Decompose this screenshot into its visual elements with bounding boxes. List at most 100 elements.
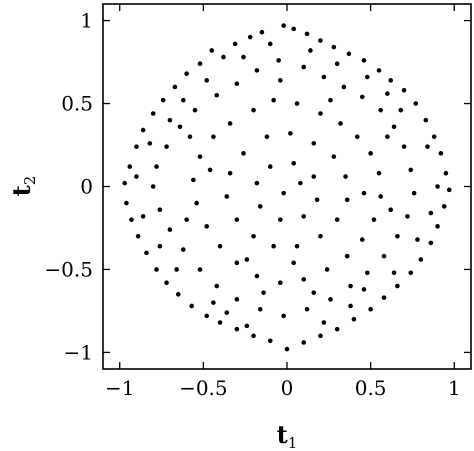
scatter-point — [204, 313, 210, 319]
scatter-point — [391, 124, 397, 130]
scatter-point — [194, 200, 199, 206]
scatter-point — [311, 174, 317, 179]
scatter-point — [177, 124, 183, 130]
scatter-point — [207, 167, 213, 173]
scatter-point — [241, 54, 246, 60]
scatter-point — [281, 23, 286, 28]
scatter-point — [232, 41, 238, 47]
scatter-point — [408, 167, 414, 173]
scatter-point — [385, 91, 390, 96]
scatter-point — [308, 48, 313, 53]
scatter-point — [291, 260, 296, 266]
scatter-point — [346, 51, 352, 57]
scatter-point — [294, 101, 300, 106]
scatter-point — [376, 170, 382, 176]
scatter-point — [378, 194, 383, 199]
scatter-point — [127, 164, 133, 169]
scatter-point — [311, 290, 317, 295]
scatter-point — [140, 214, 146, 219]
scatter-point — [331, 154, 337, 159]
scatter-point — [391, 270, 397, 276]
scatter-point — [288, 131, 293, 136]
scatter-point — [157, 207, 163, 213]
scatter-point — [298, 180, 303, 186]
scatter-point — [435, 224, 440, 229]
scatter-point — [334, 61, 340, 67]
scatter-point — [408, 270, 414, 276]
scatter-point — [418, 257, 424, 262]
scatter-point — [187, 134, 193, 140]
scatter-point — [129, 217, 134, 222]
x-tick-label: −1 — [105, 376, 134, 400]
scatter-point — [318, 333, 323, 339]
scatter-point — [217, 243, 223, 249]
scatter-point — [244, 323, 250, 329]
scatter-point — [395, 283, 400, 289]
scatter-point — [361, 287, 367, 292]
scatter-point — [348, 303, 353, 309]
scatter-point — [144, 250, 149, 256]
scatter-point — [204, 78, 210, 83]
scatter-point — [234, 217, 240, 222]
scatter-point — [276, 58, 281, 63]
scatter-point — [359, 237, 365, 242]
scatter-point — [167, 117, 173, 123]
scatter-point — [254, 180, 260, 186]
scatter-point — [318, 111, 323, 116]
y-tick-label: 0.5 — [61, 92, 93, 116]
x-axis-ticks: −1 −0.5 0 0.5 1 — [105, 4, 461, 400]
y-axis-ticks: 1 0.5 0 −0.5 −1 — [44, 9, 471, 364]
scatter-point — [135, 233, 141, 239]
scatter-point — [343, 174, 348, 179]
scatter-point — [368, 306, 373, 312]
scatter-point — [411, 190, 417, 196]
scatter-point — [321, 74, 327, 80]
scatter-point — [227, 170, 233, 176]
scatter-point — [175, 292, 181, 297]
scatter-point — [359, 94, 365, 100]
scatter-point — [334, 217, 340, 222]
scatter-point — [214, 92, 220, 98]
scatter-point — [278, 217, 283, 222]
y-tick-label: 0 — [80, 175, 93, 199]
y-tick-label: −0.5 — [44, 257, 93, 281]
scatter-point — [413, 101, 419, 106]
x-tick-label: 0 — [281, 376, 294, 400]
scatter-point — [221, 54, 226, 60]
scatter-point — [254, 273, 260, 279]
scatter-point — [234, 297, 240, 302]
scatter-point — [271, 243, 276, 249]
scatter-point — [227, 121, 233, 126]
scatter-point — [224, 310, 230, 315]
scatter-point — [167, 227, 173, 232]
scatter-point — [361, 58, 367, 63]
scatter-point — [284, 346, 290, 352]
scatter-point — [247, 34, 253, 40]
scatter-point — [278, 78, 283, 83]
scatter-point — [423, 117, 429, 123]
scatter-point — [321, 320, 327, 325]
x-tick-label: 1 — [448, 376, 461, 400]
scatter-point — [164, 280, 169, 286]
scatter-point — [134, 174, 139, 179]
scatter-point — [428, 240, 434, 246]
scatter-point — [435, 184, 440, 189]
scatter-point — [192, 107, 198, 113]
scatter-point — [154, 164, 159, 169]
scatter-point — [341, 84, 347, 90]
scatter-point — [261, 290, 266, 295]
scatter-point — [361, 190, 367, 196]
scatter-point — [197, 267, 203, 272]
scatter-point — [154, 267, 159, 272]
scatter-point — [180, 97, 186, 103]
scatter-point — [388, 207, 394, 213]
scatter-point — [291, 26, 296, 32]
scatter-point — [344, 253, 350, 259]
scatter-point — [431, 134, 437, 140]
scatter-point — [209, 48, 215, 53]
scatter-point — [428, 210, 434, 216]
scatter-point — [197, 61, 203, 67]
scatter-point — [122, 180, 128, 186]
x-tick-label: −0.5 — [179, 376, 228, 400]
